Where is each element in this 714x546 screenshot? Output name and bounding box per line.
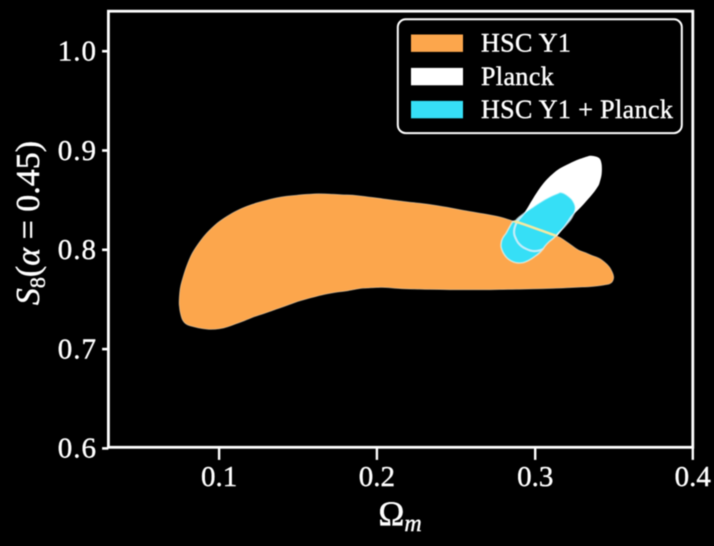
svg-text:0.2: 0.2 [359, 461, 395, 493]
svg-text:HSC Y1: HSC Y1 [481, 29, 571, 58]
svg-text:0.9: 0.9 [58, 135, 97, 167]
svg-text:0.7: 0.7 [58, 333, 97, 365]
svg-text:S8(α = 0.45): S8(α = 0.45) [10, 141, 50, 305]
svg-text:Ωm: Ωm [378, 495, 421, 538]
svg-text:0.6: 0.6 [58, 433, 97, 465]
svg-text:Planck: Planck [481, 62, 554, 91]
svg-text:0.8: 0.8 [58, 234, 97, 266]
svg-text:0.4: 0.4 [675, 461, 712, 493]
svg-text:0.3: 0.3 [517, 461, 553, 493]
svg-text:1.0: 1.0 [58, 36, 97, 68]
svg-text:HSC Y1 + Planck: HSC Y1 + Planck [481, 95, 673, 124]
svg-text:0.1: 0.1 [201, 461, 237, 493]
